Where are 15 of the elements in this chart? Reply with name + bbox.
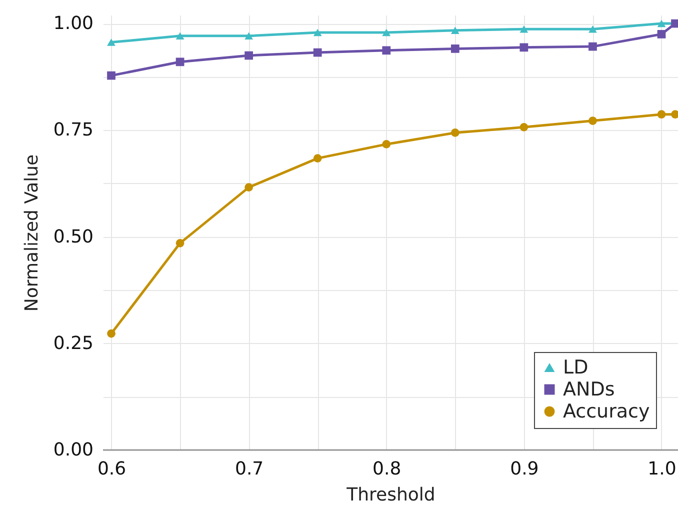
x-tick-label: 0.8 bbox=[372, 458, 402, 480]
legend-label: Accuracy bbox=[563, 400, 650, 422]
y-tick-label: 0.75 bbox=[53, 120, 94, 141]
y-tick-label: 0.25 bbox=[53, 332, 94, 354]
y-axis-title: Normalized Value bbox=[21, 154, 42, 312]
x-tick-label: 0.6 bbox=[97, 458, 126, 480]
x-tick-label: 0.9 bbox=[510, 458, 539, 480]
y-tick-label: 0.50 bbox=[53, 226, 94, 248]
x-tick-label: 1.0 bbox=[648, 458, 676, 480]
x-axis-title: Threshold bbox=[346, 484, 436, 506]
y-tick-label: 0.00 bbox=[53, 440, 94, 460]
x-tick-label: 0.7 bbox=[234, 458, 264, 480]
y-tick-label: 1.00 bbox=[53, 13, 94, 34]
legend-label: LD bbox=[563, 356, 588, 378]
legend-label: ANDs bbox=[563, 378, 615, 400]
